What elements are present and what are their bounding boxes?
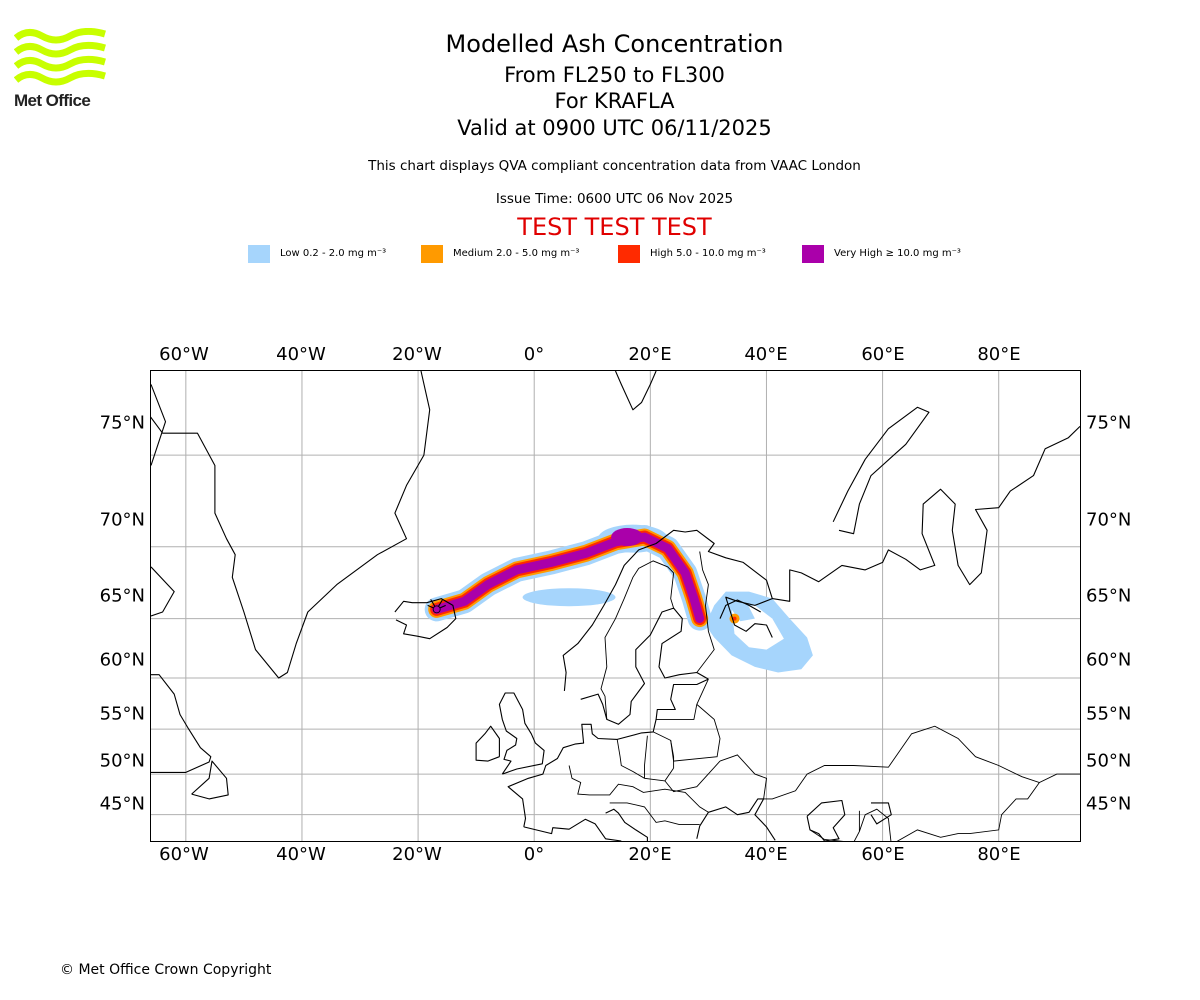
country-border (670, 740, 675, 769)
lon-label-top-80e: 80°E (977, 344, 1021, 365)
lon-label-bottom-60e: 60°E (861, 844, 905, 865)
legend-item-very-high: Very High ≥ 10.0 mg m⁻³ (802, 244, 961, 263)
lat-label-left-65n: 65°N (99, 585, 145, 607)
ash-concentration-map (110, 370, 1081, 846)
coastline (562, 529, 773, 691)
coastline (151, 674, 212, 773)
ash-low-area (522, 588, 616, 607)
lat-label-left-55n: 55°N (99, 703, 145, 725)
legend-swatch-very-high (802, 244, 824, 263)
legend-item-medium: Medium 2.0 - 5.0 mg m⁻³ (421, 244, 579, 263)
lon-label-bottom-80e: 80°E (977, 844, 1021, 865)
coastline (191, 760, 229, 800)
ash-low-area (728, 601, 755, 622)
legend-label-high: High 5.0 - 10.0 mg m⁻³ (650, 248, 766, 259)
lat-label-left-60n: 60°N (99, 649, 145, 671)
country-border (600, 560, 675, 720)
lat-label-left-70n: 70°N (99, 509, 145, 531)
ash-very-high-core (611, 528, 644, 547)
lat-label-right-55n: 55°N (1086, 703, 1132, 725)
coastline (394, 598, 457, 640)
coastline (475, 725, 500, 762)
legend-swatch-medium (421, 244, 443, 263)
volcano-marker (427, 599, 446, 614)
lon-label-bottom-0: 0° (523, 844, 545, 865)
coastline (580, 607, 709, 725)
lat-label-right-65n: 65°N (1086, 585, 1132, 607)
country-border (757, 725, 1080, 800)
volcano-point (432, 605, 441, 614)
lon-label-top-20w: 20°W (392, 344, 442, 365)
lat-label-left-75n: 75°N (99, 412, 145, 434)
legend-label-very-high: Very High ≥ 10.0 mg m⁻³ (834, 248, 961, 259)
lon-label-bottom-40w: 40°W (276, 844, 326, 865)
country-border (809, 782, 1040, 846)
lon-label-top-40e: 40°E (744, 344, 788, 365)
copyright-text: © Met Office Crown Copyright (60, 962, 272, 978)
ash-high-spot (732, 616, 737, 621)
coastline (150, 384, 167, 466)
lat-label-right-70n: 70°N (1086, 509, 1132, 531)
met-office-waves-icon (13, 27, 106, 86)
volcano-name: For KRAFLA (554, 89, 675, 113)
coastline (832, 406, 930, 535)
lat-label-left-45n: 45°N (99, 793, 145, 815)
lon-label-bottom-20e: 20°E (628, 844, 672, 865)
legend-swatch-high (618, 244, 640, 263)
test-banner: TEST TEST TEST (517, 213, 712, 241)
met-office-logo (13, 27, 110, 114)
legend-item-high: High 5.0 - 10.0 mg m⁻³ (618, 244, 766, 263)
lon-label-top-0: 0° (523, 344, 545, 365)
coastline (696, 798, 776, 841)
lat-label-right-75n: 75°N (1086, 412, 1132, 434)
logo-text: Met Office (14, 91, 91, 110)
legend-label-medium: Medium 2.0 - 5.0 mg m⁻³ (453, 248, 580, 259)
country-border (656, 678, 709, 720)
chart-description: This chart displays QVA compliant concen… (368, 158, 861, 174)
lon-label-top-40w: 40°W (276, 344, 326, 365)
coastline (523, 818, 622, 842)
country-border (664, 760, 721, 793)
ash-very-high-band (432, 532, 705, 624)
coastline (150, 566, 175, 617)
legend-item-low: Low 0.2 - 2.0 mg m⁻³ (248, 244, 386, 263)
map-canvas (110, 370, 1081, 846)
coastline (614, 370, 657, 411)
lon-label-top-20e: 20°E (628, 344, 672, 365)
lat-label-right-60n: 60°N (1086, 649, 1132, 671)
lat-label-left-50n: 50°N (99, 750, 145, 772)
coastline (772, 426, 1081, 602)
issue-time: Issue Time: 0600 UTC 06 Nov 2025 (495, 191, 734, 207)
graticule (151, 371, 1080, 841)
coastline (110, 370, 431, 679)
coastline (605, 808, 648, 841)
legend-label-low: Low 0.2 - 2.0 mg m⁻³ (280, 248, 387, 259)
country-border (696, 551, 715, 673)
chart-title: Modelled Ash Concentration (445, 30, 784, 58)
country-border (719, 754, 767, 799)
valid-time: Valid at 0900 UTC 06/11/2025 (457, 116, 772, 140)
flight-level-range: From FL250 to FL300 (504, 63, 725, 87)
country-borders (568, 551, 1080, 846)
country-border (653, 704, 721, 762)
country-border (568, 765, 709, 813)
coastline (507, 678, 709, 828)
coastline (719, 599, 761, 619)
country-border (609, 802, 700, 826)
coastlines (110, 370, 1081, 842)
lon-label-bottom-40e: 40°E (744, 844, 788, 865)
legend-swatch-low (248, 244, 270, 263)
coastline (870, 802, 892, 825)
lat-label-right-45n: 45°N (1086, 793, 1132, 815)
coastline (498, 692, 545, 775)
lon-label-bottom-60w: 60°W (159, 844, 209, 865)
coastline (806, 799, 846, 842)
lon-label-top-60w: 60°W (159, 344, 209, 365)
lon-label-bottom-20w: 20°W (392, 844, 442, 865)
lat-label-right-50n: 50°N (1086, 750, 1132, 772)
country-border (644, 735, 648, 779)
lon-label-top-60e: 60°E (861, 344, 905, 365)
ash-plume (424, 524, 813, 673)
